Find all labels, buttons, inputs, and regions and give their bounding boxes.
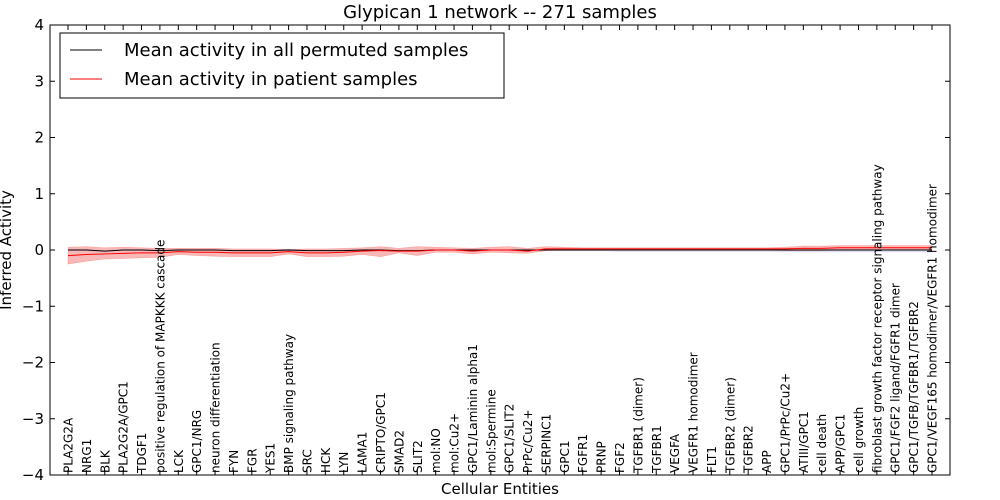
axis-ticks: −4 −3 −2 −1 0 1 2 3 4 PLA2G2A NRG1 BLK PLA2G2A/GPC1 T…: [22, 16, 950, 484]
x-tick-label: GPC1/NRG: [190, 410, 204, 473]
x-tick-label: GPC1/VEGF165 homodimer/VEGFR1 homodimer: [926, 184, 940, 473]
y-tick-label: −1: [22, 297, 44, 315]
x-tick-label: GPC1/TGFB/TGFBR1/TGFBR2: [907, 301, 921, 473]
x-tick-label: VEGFR1 homodimer: [687, 352, 701, 473]
x-tick-label: GPC1/PrPc/Cu2+: [778, 373, 792, 473]
x-tick-label: PRNP: [595, 441, 609, 473]
y-tick-label: −4: [22, 466, 44, 484]
x-tick-label: CRIPTO/GPC1: [374, 392, 388, 473]
x-tick-label: LAMA1: [356, 432, 370, 473]
x-tick-label: TDGF1: [135, 433, 149, 474]
x-tick-label: BLK: [98, 449, 112, 473]
x-tick-label: ATIII/GPC1: [797, 411, 811, 473]
y-tick-label: 2: [34, 129, 44, 147]
x-tick-label: PrPc/Cu2+: [521, 409, 535, 473]
y-tick-label: −2: [22, 354, 44, 372]
x-tick-label: TGFBR1: [650, 425, 664, 474]
x-tick-label: SRC: [300, 449, 314, 473]
y-axis-label: Inferred Activity: [0, 190, 15, 310]
x-tick-label: LYN: [337, 452, 351, 473]
x-tick-label: mol:Cu2+: [448, 413, 462, 473]
x-tick-label: GPC1/SLIT2: [503, 404, 517, 473]
y-tick-label: −3: [22, 410, 44, 428]
x-tick-label: LCK: [172, 449, 186, 473]
x-tick-label: TGFBR2: [742, 425, 756, 474]
x-tick-label: VEGFA: [668, 433, 682, 473]
x-tick-label: positive regulation of MAPKKK cascade: [153, 240, 167, 473]
x-tick-label: FLT1: [705, 446, 719, 473]
x-tick-label: FGFR1: [576, 434, 590, 473]
x-tick-label: FGR: [245, 448, 259, 473]
series-line-2: [67, 247, 932, 257]
x-tick-label: NRG1: [80, 439, 94, 473]
x-tick-label: FGF2: [613, 442, 627, 473]
x-tick-label: YES1: [264, 443, 278, 474]
x-tick-label: HCK: [319, 447, 333, 473]
x-tick-label: TGFBR1 (dimer): [631, 377, 645, 474]
legend-label-1: Mean activity in all permuted samples: [124, 40, 468, 61]
x-tick-label: BMP signaling pathway: [282, 334, 296, 473]
y-tick-label: 4: [34, 16, 44, 34]
x-tick-label: neuron differentiation: [209, 342, 223, 473]
x-tick-label: mol:Spermine: [484, 389, 498, 473]
x-tick-label: APP/GPC1: [834, 414, 848, 473]
y-tick-label: 1: [34, 185, 44, 203]
x-tick-label: SLIT2: [411, 440, 425, 473]
chart-title: Glypican 1 network -- 271 samples: [343, 2, 657, 23]
x-tick-label: mol:NO: [429, 428, 443, 473]
x-tick-label: cell death: [815, 414, 829, 473]
x-tick-label: GPC1: [558, 440, 572, 473]
x-tick-label: SERPINC1: [539, 414, 553, 473]
x-tick-label: SMAD2: [392, 430, 406, 473]
y-tick-label: 0: [34, 241, 44, 259]
x-tick-label: FYN: [227, 450, 241, 473]
x-tick-label: PLA2G2A: [62, 417, 76, 473]
legend: Mean activity in all permuted samples Mea…: [59, 32, 505, 99]
legend-label-2: Mean activity in patient samples: [124, 69, 418, 90]
x-tick-label: fibroblast growth factor receptor signal…: [870, 164, 884, 473]
x-tick-label: GPC1/Laminin alpha1: [466, 344, 480, 473]
plot-area: [67, 245, 933, 265]
y-tick-label: 3: [34, 72, 44, 90]
x-tick-label: APP: [760, 450, 774, 473]
x-tick-label: PLA2G2A/GPC1: [117, 381, 131, 473]
x-tick-label: cell growth: [852, 407, 866, 473]
x-tick-label: GPC1/FGF2 ligand/FGFR1 dimer: [889, 283, 903, 473]
legend-box: [59, 32, 505, 99]
x-axis-label: Cellular Entities: [441, 480, 559, 498]
x-tick-label: TGFBR2 (dimer): [723, 377, 737, 474]
